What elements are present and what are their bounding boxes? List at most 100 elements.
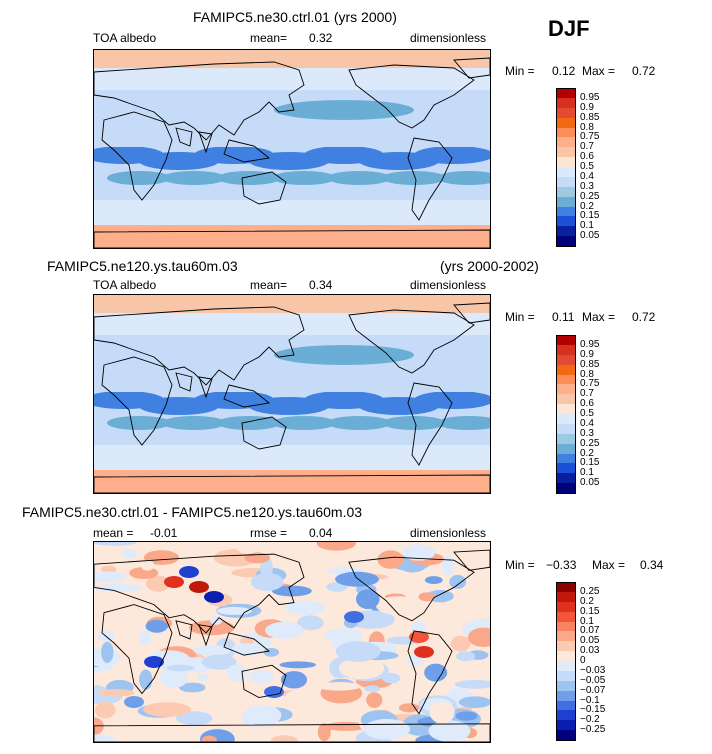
dark-ocean-patch	[437, 171, 490, 185]
colorbar-swatch	[556, 670, 576, 682]
difference-patch	[94, 583, 142, 593]
colorbar-swatch	[556, 423, 576, 435]
strong-anomaly	[179, 566, 199, 578]
panel2-colorbar: 0.95 0.9 0.85 0.8 0.75 0.7 0.6 0.5 0.4 0.3 0.25 0.2…	[556, 335, 616, 494]
difference-patch	[143, 702, 191, 717]
difference-patch	[429, 701, 455, 724]
antarctic-band	[94, 225, 490, 248]
arctic-band	[94, 50, 490, 68]
colorbar-level-label: 0.2	[580, 200, 594, 212]
colorbar-swatch	[556, 384, 576, 395]
colorbar-level-label: 0.85	[580, 358, 600, 370]
colorbar-swatch	[556, 661, 576, 672]
strong-anomaly	[204, 591, 224, 603]
difference-patch	[143, 550, 180, 565]
coastline	[408, 631, 452, 714]
difference-patch	[226, 664, 248, 682]
colorbar-level-label: 0.15	[580, 457, 600, 469]
strong-anomaly	[144, 656, 164, 668]
difference-patch	[356, 589, 380, 609]
panel2-min-label: Min =	[505, 310, 535, 324]
colorbar-swatch	[556, 651, 576, 662]
difference-patch	[146, 575, 170, 592]
colorbar-level-label: 0.1	[580, 220, 594, 232]
panel1-mean-label: mean=	[250, 31, 288, 45]
colorbar-swatch	[556, 601, 576, 613]
colorbar-swatch	[556, 196, 576, 207]
colorbar-level-label: 0.25	[580, 190, 600, 202]
coastline	[454, 58, 490, 78]
colorbar-level-label: 0.95	[580, 91, 600, 103]
colorbar-swatch	[556, 176, 576, 188]
strong-anomaly	[414, 646, 434, 658]
difference-patch	[366, 692, 383, 708]
colorbar-level-label: 0.5	[580, 408, 594, 419]
dark-ocean-patch	[274, 345, 414, 365]
colorbar-swatch	[556, 107, 576, 119]
colorbar-swatch	[556, 226, 576, 237]
colorbar-level-label: 0.4	[580, 417, 594, 429]
colorbar-level-label: 0.05	[580, 477, 600, 489]
coastline	[176, 373, 212, 397]
colorbar-swatch	[556, 364, 576, 375]
colorbar-swatch	[556, 621, 576, 632]
colorbar-level-label: −0.07	[580, 684, 606, 696]
colorbar-swatch	[556, 720, 576, 731]
panel3-max-value: 0.34	[640, 558, 664, 572]
colorbar-level-label: 0.75	[580, 131, 600, 143]
difference-patch	[297, 615, 324, 631]
difference-patch	[272, 585, 312, 597]
colorbar-swatch	[556, 641, 576, 652]
colorbar-level-label: −0.1	[580, 694, 600, 706]
difference-patch	[450, 635, 471, 652]
colorbar-level-label: 0.5	[580, 161, 594, 172]
colorbar-level-label: −0.15	[580, 704, 606, 716]
dark-ocean-patch	[382, 416, 446, 430]
panel2-variable-label: TOA albedo	[93, 278, 157, 292]
panel2-years: (yrs 2000-2002)	[440, 258, 539, 274]
colorbar-level-label: 0.3	[580, 180, 594, 192]
colorbar-swatch	[556, 88, 576, 99]
strong-anomaly	[124, 696, 144, 708]
difference-patch	[240, 637, 255, 645]
difference-patch	[316, 682, 361, 691]
panel1-max-label: Max =	[582, 64, 616, 78]
panel3-min-label: Min =	[505, 558, 535, 572]
colorbar-swatch	[556, 147, 576, 158]
difference-patch	[116, 665, 145, 673]
difference-patch	[97, 689, 135, 697]
colorbar-level-label: 0.8	[580, 368, 594, 380]
difference-patch	[425, 576, 443, 585]
difference-patch	[201, 654, 237, 670]
arctic-band	[94, 295, 490, 313]
colorbar-swatch	[556, 611, 576, 622]
panel3-title: FAMIPC5.ne30.ctrl.01 - FAMIPC5.ne120.ys.…	[22, 504, 363, 520]
difference-patch	[159, 666, 189, 688]
difference-patch	[407, 654, 424, 666]
colorbar-level-label: 0.4	[580, 170, 594, 182]
itcz-band	[94, 140, 490, 147]
coastline	[242, 172, 286, 204]
difference-patch	[210, 615, 223, 625]
colorbar-level-label: −0.2	[580, 714, 600, 726]
strong-anomaly	[164, 576, 184, 588]
difference-patch	[316, 542, 356, 551]
dark-ocean-patch	[272, 416, 336, 430]
panel3-rmse-label: rmse =	[250, 526, 288, 540]
colorbar-level-label: 0.15	[580, 210, 600, 222]
colorbar-level-label: 0.9	[580, 101, 594, 113]
panel1-units: dimensionless	[410, 31, 487, 45]
difference-patch	[445, 542, 472, 546]
panel1-min-value: 0.12	[552, 64, 576, 78]
difference-patch	[363, 718, 411, 740]
colorbar-swatch	[556, 206, 576, 217]
difference-patch	[193, 645, 232, 656]
difference-patch	[250, 572, 284, 591]
difference-patch	[377, 550, 405, 569]
panel2-max-label: Max =	[582, 310, 616, 324]
colorbar-level-label: 0.7	[580, 388, 594, 400]
strong-anomaly	[264, 686, 284, 698]
colorbar-level-label: 0.6	[580, 151, 594, 163]
northern-storm-band	[94, 313, 490, 335]
panel2-title: FAMIPC5.ne120.ys.tau60m.03	[47, 258, 238, 274]
